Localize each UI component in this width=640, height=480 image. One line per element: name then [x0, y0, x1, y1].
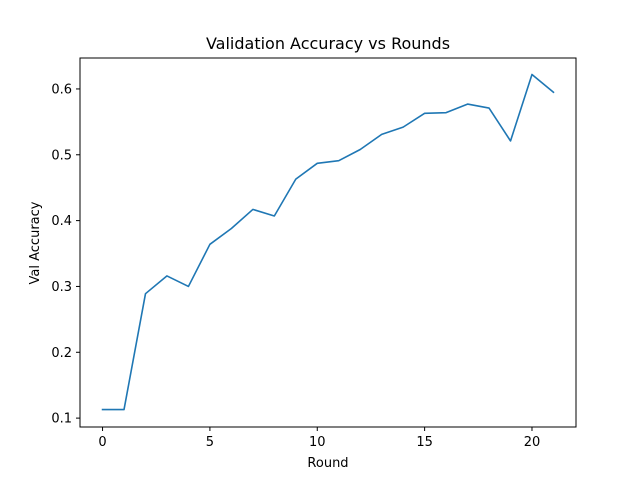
chart-title: Validation Accuracy vs Rounds [206, 34, 450, 53]
y-axis-ticks: 0.1 0.2 0.3 0.4 0.5 0.6 [51, 82, 80, 427]
x-tick-label: 20 [524, 435, 541, 450]
x-axis-label: Round [307, 456, 348, 471]
y-tick-label: 0.3 [51, 280, 72, 295]
y-tick-label: 0.5 [51, 148, 72, 163]
y-tick-label: 0.6 [51, 82, 72, 97]
x-tick-label: 15 [416, 435, 433, 450]
x-axis-ticks: 0 5 10 15 20 [98, 427, 540, 450]
y-tick-label: 0.1 [51, 412, 72, 427]
series-line [101, 73, 555, 411]
x-tick-label: 0 [98, 435, 106, 450]
x-tick-label: 10 [309, 435, 326, 450]
y-tick-label: 0.4 [51, 214, 72, 229]
y-tick-label: 0.2 [51, 346, 72, 361]
plot-area [101, 73, 555, 411]
y-axis-label: Val Accuracy [28, 201, 43, 284]
axes-frame [79, 57, 577, 428]
x-tick-label: 5 [206, 435, 214, 450]
